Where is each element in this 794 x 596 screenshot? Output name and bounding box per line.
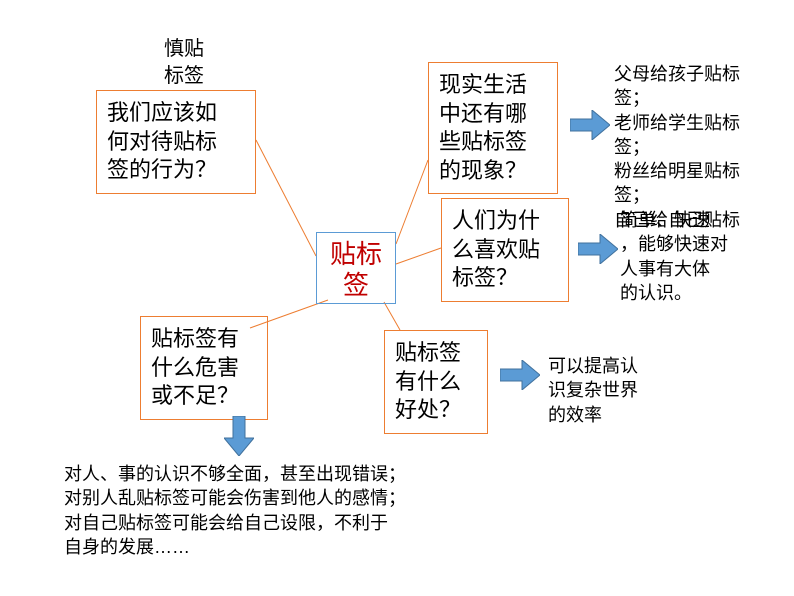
arrow-arr_why <box>578 234 618 264</box>
node-why: 人们为什么喜欢贴标签？ <box>441 198 569 302</box>
node-harm: 贴标签有什么危害或不足？ <box>140 316 268 420</box>
annotation-benefit_ans: 可以提高认识复杂世界的效率 <box>548 354 638 427</box>
annotation-harm_ans: 对人、事的认识不够全面，甚至出现错误；对别人乱贴标签可能会伤害到他人的感情；对自… <box>64 462 406 559</box>
annotation-why_ans: 简单、快速，能够快速对人事有大体的认识。 <box>620 208 728 305</box>
annotation-reality_ans: 父母给孩子贴标签；老师给学生贴标签；粉丝给明星贴标签；自己给自己贴标 <box>614 62 740 232</box>
arrow-arr_reality <box>570 110 610 140</box>
arrow-arr_harm <box>224 416 254 456</box>
node-reality: 现实生活中还有哪些贴标签的现象？ <box>428 62 558 194</box>
node-how: 我们应该如何对待贴标签的行为？ <box>96 90 256 194</box>
node-benefit: 贴标签有什么好处？ <box>384 330 488 434</box>
label-caution: 慎贴标签 <box>164 36 204 90</box>
arrow-arr_benefit <box>500 360 540 390</box>
center-node: 贴标签 <box>316 232 396 304</box>
